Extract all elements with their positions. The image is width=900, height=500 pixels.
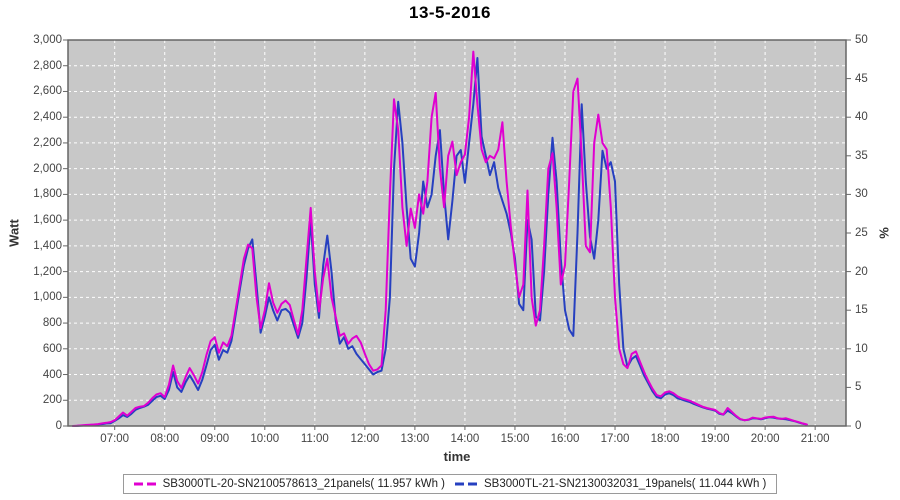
y-tick-label: 2,200 <box>33 136 62 149</box>
y2-tick-label: 20 <box>855 265 868 278</box>
x-tick-label: 12:00 <box>350 433 380 445</box>
y-tick-label: 1,600 <box>33 214 62 227</box>
magenta-line-swatch-icon <box>133 482 158 486</box>
y-tick-label: 1,400 <box>33 239 62 252</box>
x-tick-label: 15:00 <box>500 433 530 445</box>
y2-tick-label: 40 <box>855 111 868 124</box>
x-tick-label: 09:00 <box>200 433 230 445</box>
y-tick-label: 2,800 <box>33 59 62 72</box>
y2-tick-label: 25 <box>855 227 868 239</box>
y-tick-label: 2,000 <box>33 162 62 175</box>
x-tick-label: 14:00 <box>450 433 480 445</box>
x-tick-label: 11:00 <box>300 433 329 445</box>
y2-tick-label: 45 <box>855 72 868 85</box>
legend-label: SB3000TL-21-SN2130032031_19panels( 11.04… <box>484 478 767 490</box>
y2-tick-label: 5 <box>855 381 862 394</box>
blue-line-swatch-icon <box>455 482 479 486</box>
legend-item-inverter-21: SB3000TL-21-SN2130032031_19panels( 11.04… <box>455 478 766 490</box>
y-tick-label: 200 <box>42 394 62 407</box>
y-tick-label: 1,800 <box>33 188 62 201</box>
x-tick-label: 10:00 <box>250 433 280 445</box>
y-tick-label: 1,200 <box>33 265 62 278</box>
y-tick-label: 600 <box>42 342 62 355</box>
x-tick-label: 13:00 <box>400 433 430 445</box>
legend: SB3000TL-20-SN2100578613_21panels( 11.95… <box>0 474 900 494</box>
x-tick-label: 16:00 <box>550 433 580 445</box>
x-tick-label: 18:00 <box>650 433 680 445</box>
y-tick-label: 2,400 <box>33 111 62 124</box>
x-tick-label: 17:00 <box>600 433 630 445</box>
x-tick-label: 20:00 <box>750 433 780 445</box>
legend-item-inverter-20: SB3000TL-20-SN2100578613_21panels( 11.95… <box>133 478 445 490</box>
y2-tick-label: 15 <box>855 304 868 317</box>
y-axis-left-title: Watt <box>6 219 22 247</box>
legend-label: SB3000TL-20-SN2100578613_21panels( 11.95… <box>162 478 445 490</box>
y2-tick-label: 50 <box>855 34 868 46</box>
y-tick-label: 800 <box>42 317 62 330</box>
y2-tick-label: 0 <box>855 420 862 432</box>
x-axis-title: time <box>443 449 471 464</box>
chart-title: 13-5-2016 <box>408 3 491 22</box>
x-tick-label: 08:00 <box>150 433 180 445</box>
y2-tick-label: 35 <box>855 149 868 162</box>
y-tick-label: 2,600 <box>33 85 62 98</box>
y2-tick-label: 30 <box>855 188 868 201</box>
y-tick-label: 1,000 <box>33 291 62 304</box>
legend-box: SB3000TL-20-SN2100578613_21panels( 11.95… <box>122 474 778 494</box>
x-tick-label: 21:00 <box>800 433 830 445</box>
y-axis-right-title: % <box>876 227 892 239</box>
y-tick-label: 0 <box>55 420 62 432</box>
y-tick-label: 400 <box>42 368 62 381</box>
x-tick-label: 07:00 <box>100 433 130 445</box>
x-tick-label: 19:00 <box>700 433 730 445</box>
y-tick-label: 3,000 <box>33 34 62 46</box>
y2-tick-label: 10 <box>855 342 868 355</box>
